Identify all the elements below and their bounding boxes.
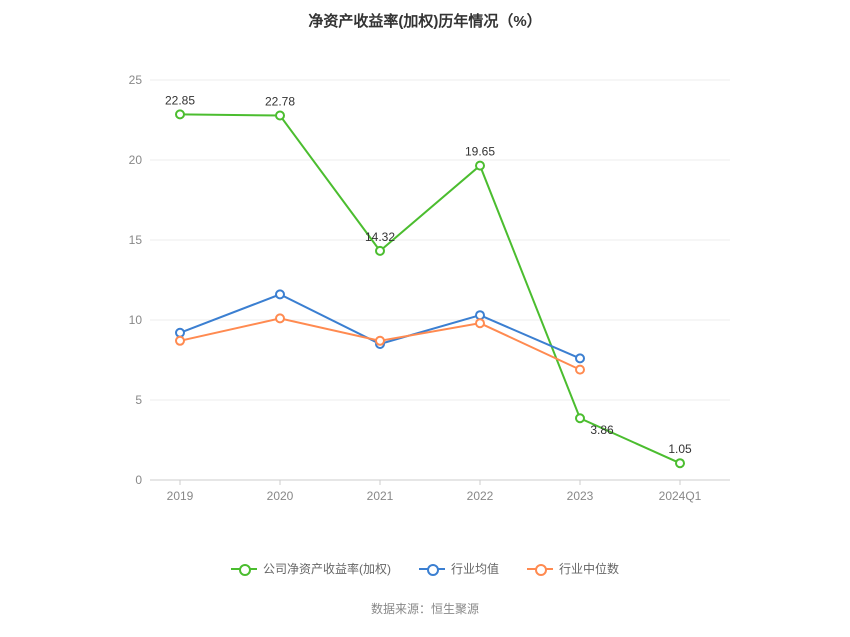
legend-swatch-icon xyxy=(231,563,257,575)
svg-text:2022: 2022 xyxy=(467,489,494,503)
svg-text:10: 10 xyxy=(129,313,143,327)
svg-text:2023: 2023 xyxy=(567,489,594,503)
legend-label: 行业中位数 xyxy=(559,560,619,577)
legend-swatch-icon xyxy=(419,563,445,575)
svg-text:2021: 2021 xyxy=(367,489,394,503)
svg-text:19.65: 19.65 xyxy=(465,145,495,159)
svg-text:25: 25 xyxy=(129,73,143,87)
svg-text:20: 20 xyxy=(129,153,143,167)
chart-svg: 0 5 10 15 20 25 2019 2020 2021 2022 2023 2024Q1 22.8… xyxy=(120,50,740,510)
legend-item-industry_median[interactable]: 行业中位数 xyxy=(527,560,619,577)
svg-text:22.85: 22.85 xyxy=(165,93,195,107)
legend-swatch-icon xyxy=(527,563,553,575)
legend-item-industry_mean[interactable]: 行业均值 xyxy=(419,560,499,577)
svg-text:0: 0 xyxy=(135,473,142,487)
svg-text:3.86: 3.86 xyxy=(590,423,614,437)
svg-text:2024Q1: 2024Q1 xyxy=(659,489,702,503)
legend: 公司净资产收益率(加权) 行业均值 行业中位数 xyxy=(0,560,850,577)
svg-text:2019: 2019 xyxy=(167,489,194,503)
legend-label: 行业均值 xyxy=(451,560,499,577)
svg-text:2020: 2020 xyxy=(267,489,294,503)
svg-text:22.78: 22.78 xyxy=(265,95,295,109)
svg-text:1.05: 1.05 xyxy=(668,442,692,456)
svg-text:15: 15 xyxy=(129,233,143,247)
chart-container: 净资产收益率(加权)历年情况（%） 0 5 10 15 20 25 2019 2020 2021… xyxy=(0,0,850,637)
data-source: 数据来源：恒生聚源 xyxy=(0,600,850,617)
plot-area: 0 5 10 15 20 25 2019 2020 2021 2022 2023 2024Q1 22.8… xyxy=(120,50,740,510)
svg-text:5: 5 xyxy=(135,393,142,407)
legend-item-company[interactable]: 公司净资产收益率(加权) xyxy=(231,560,391,577)
legend-label: 公司净资产收益率(加权) xyxy=(263,560,391,577)
svg-text:14.32: 14.32 xyxy=(365,230,395,244)
chart-title: 净资产收益率(加权)历年情况（%） xyxy=(0,10,850,31)
